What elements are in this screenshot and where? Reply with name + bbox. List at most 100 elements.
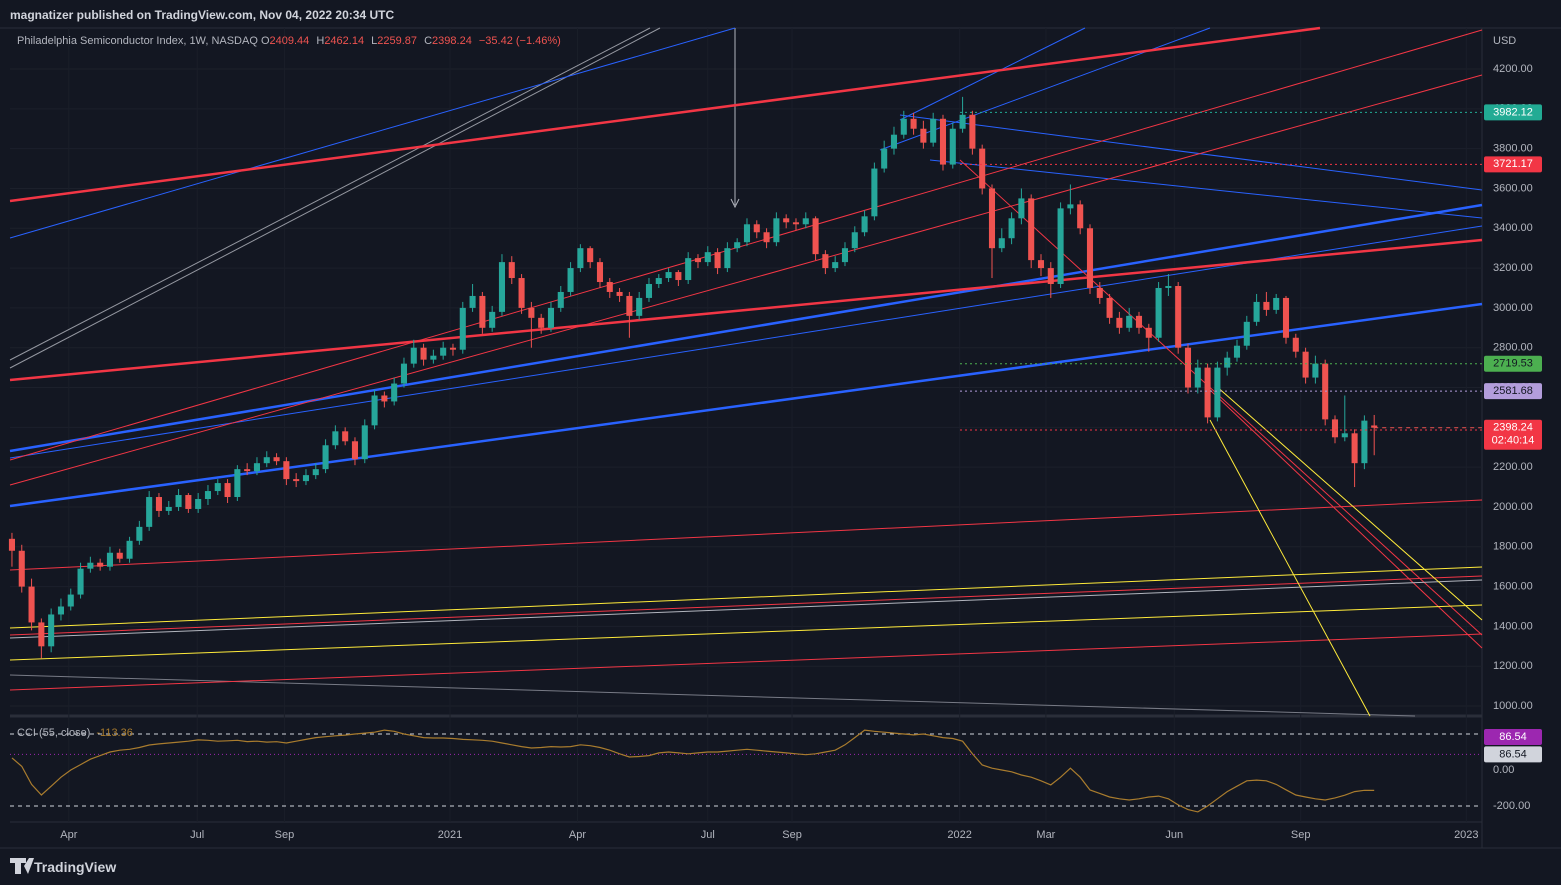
change: −35.42 (−1.46%): [478, 35, 561, 47]
candle-body: [479, 295, 486, 328]
candle-body: [322, 445, 329, 470]
candle-body: [469, 295, 476, 308]
candle-body: [1135, 315, 1143, 328]
candle-body: [1371, 425, 1378, 428]
candle-body: [508, 262, 515, 279]
candle-body: [930, 118, 937, 143]
candle-body: [1233, 345, 1241, 358]
candle-body: [822, 254, 829, 269]
trendline: [9, 225, 1483, 459]
x-tick-label: Sep: [782, 829, 802, 841]
trendline: [9, 575, 1483, 636]
candle-body: [763, 232, 770, 243]
price-tag-bg: [1484, 355, 1542, 372]
ohlc-value: 2462.14: [324, 35, 365, 47]
indicator-line: [11, 729, 1375, 813]
candle-body: [841, 248, 849, 263]
x-tick-label: 2022: [947, 829, 971, 841]
candle-body: [988, 188, 996, 249]
candle-body: [1263, 301, 1270, 310]
candle-body: [87, 562, 94, 569]
candle-body: [1253, 301, 1260, 322]
candle-body: [939, 118, 947, 165]
candle-body: [1214, 367, 1221, 418]
indicator-tag: 86.54: [1499, 748, 1527, 760]
price-tag-bg: [1484, 104, 1542, 121]
trendline: [9, 633, 1483, 691]
candle-body: [234, 469, 241, 498]
candle-body: [998, 238, 1005, 249]
candle-body: [97, 562, 104, 567]
symbol-name: Philadelphia Semiconductor Index, 1W, NA…: [17, 35, 258, 47]
ohlc-key: H: [316, 35, 325, 47]
candle-body: [596, 262, 604, 283]
indicator-tick-label: -200.00: [1493, 800, 1530, 812]
x-tick-label: Jul: [701, 829, 715, 841]
price-tag-bg: [1484, 156, 1542, 173]
trendline: [9, 27, 661, 369]
ohlc-key: O: [260, 35, 270, 47]
candle-body: [273, 457, 280, 462]
candle-body: [890, 134, 898, 149]
indicator-title: CCI (55, close): [17, 727, 91, 739]
candle-body: [714, 252, 721, 269]
candle-body: [1302, 351, 1309, 378]
ohlc-key: L: [371, 35, 378, 47]
candle-body: [1282, 297, 1290, 338]
trendline: [9, 674, 1416, 717]
trendline: [929, 159, 1483, 219]
candle-body: [381, 395, 388, 402]
candle-body: [900, 118, 907, 135]
y-tick-label: 1000.00: [1493, 700, 1533, 712]
candle-body: [969, 114, 976, 149]
trendline: [899, 27, 1086, 121]
candle-body: [1155, 287, 1162, 338]
x-tick-label: 2023: [1454, 829, 1478, 841]
candle-body: [1057, 208, 1064, 285]
candle-body: [1037, 260, 1045, 269]
candle-body: [538, 317, 545, 328]
candle-body: [1175, 285, 1182, 348]
candle-body: [430, 355, 437, 360]
x-tick-label: Apr: [60, 829, 77, 841]
ohlc-value: 2409.44: [269, 35, 310, 47]
candle-body: [459, 307, 466, 350]
ohlc-key: C: [424, 35, 433, 47]
candle-body: [185, 495, 192, 509]
candle-body: [871, 168, 878, 217]
candle-body: [146, 497, 153, 527]
x-tick-label: Sep: [275, 829, 295, 841]
candle-body: [645, 284, 653, 298]
candle-body: [528, 307, 535, 318]
countdown: 02:40:14: [1492, 435, 1535, 447]
candle-body: [48, 614, 55, 647]
candle-body: [1312, 363, 1319, 378]
price-tag-bg: [1484, 383, 1542, 400]
candle-body: [626, 295, 633, 316]
candle-body: [587, 248, 594, 263]
trendline: [9, 579, 1483, 639]
candle-body: [851, 232, 858, 249]
price-tag: 3721.17: [1493, 158, 1533, 170]
indicator-value: -113.36: [96, 727, 133, 739]
candle-body: [449, 347, 457, 350]
symbol-legend: Philadelphia Semiconductor Index, 1W, NA…: [17, 35, 565, 47]
last-price-tag-bg: [1484, 419, 1542, 450]
candle-body: [1361, 420, 1368, 464]
candle-body: [665, 272, 672, 279]
y-tick-label: 2000.00: [1493, 501, 1533, 513]
brand-logo: [10, 858, 34, 874]
candle-body: [753, 224, 760, 233]
indicator-tag-bg: [1484, 746, 1542, 763]
candle-body: [77, 568, 84, 595]
candle-body: [263, 457, 270, 464]
candle-body: [332, 431, 339, 446]
candle-body: [391, 383, 398, 402]
candle-body: [567, 268, 574, 292]
currency-label: USD: [1493, 35, 1516, 47]
candle-body: [400, 363, 408, 384]
trendline: [1209, 389, 1483, 649]
arrow-head: [730, 198, 740, 209]
trendline: [9, 29, 1483, 461]
